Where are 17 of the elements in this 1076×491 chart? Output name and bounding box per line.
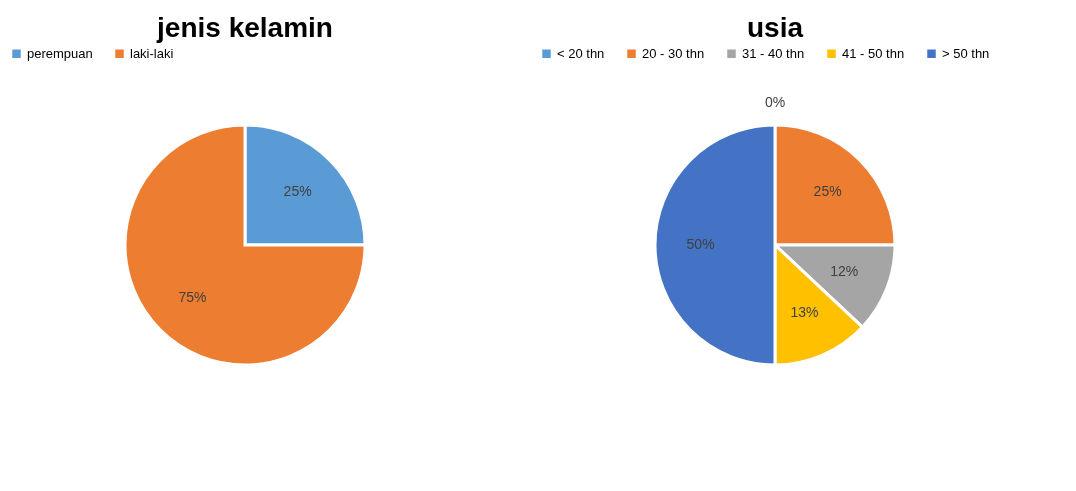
legend-label: < 20 thn	[557, 45, 605, 61]
data-label: 50%	[686, 236, 715, 252]
chart-title: usia	[746, 12, 804, 43]
legend-label: 31 - 40 thn	[742, 45, 805, 61]
data-label: 13%	[790, 304, 819, 321]
data-label: 75%	[178, 288, 207, 305]
legend-label: > 50 thn	[942, 45, 990, 61]
data-label: 25%	[283, 183, 312, 200]
data-label: 25%	[813, 183, 842, 200]
pie-slice	[123, 123, 367, 367]
legend-label: 41 - 50 thn	[842, 45, 905, 61]
legend-label: 20 - 30 thn	[642, 45, 705, 61]
data-label: 12%	[830, 263, 859, 280]
chart-title: jenis kelamin	[156, 12, 333, 43]
legend-label: laki-laki	[130, 45, 174, 61]
legend-label: perempuan	[27, 45, 93, 61]
text: 0%	[764, 94, 786, 110]
